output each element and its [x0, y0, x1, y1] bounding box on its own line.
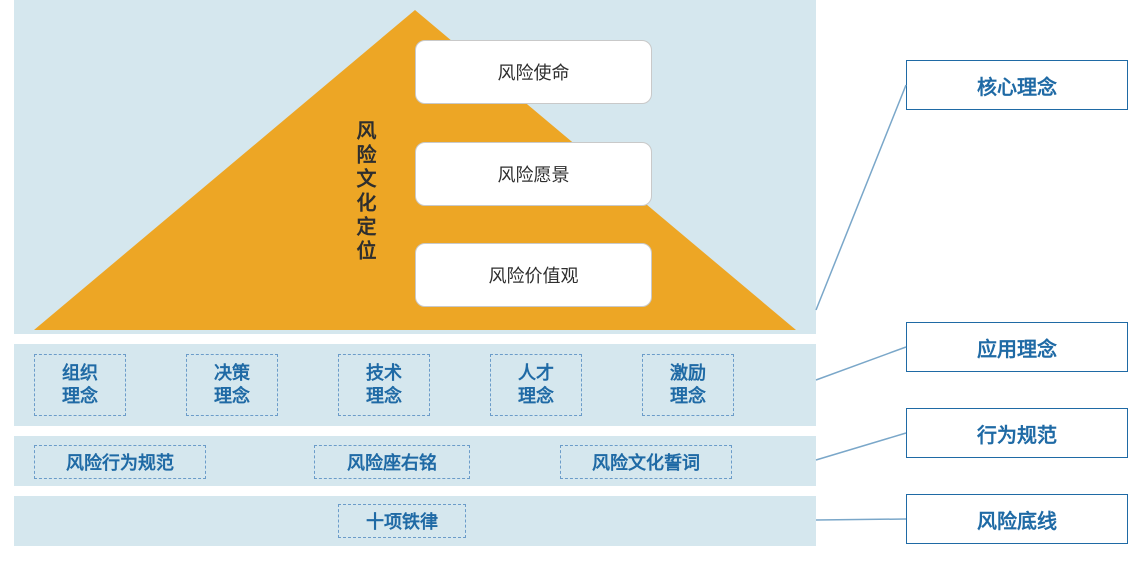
- concept-box-talent: 人才理念: [490, 354, 582, 416]
- right-label-applied: 应用理念: [906, 322, 1128, 372]
- right-label-core: 核心理念: [906, 60, 1128, 110]
- concept-box-tech: 技术理念: [338, 354, 430, 416]
- behavior-box-2: 风险座右铭: [314, 445, 470, 479]
- concept-box-decision: 决策理念: [186, 354, 278, 416]
- triangle-box-1: 风险使命: [415, 40, 652, 104]
- right-label-behavior: 行为规范: [906, 408, 1128, 458]
- behavior-box-1: 风险行为规范: [34, 445, 206, 479]
- triangle-vertical-label: 风险文化定位: [350, 120, 379, 264]
- triangle-box-2: 风险愿景: [415, 142, 652, 206]
- bottom-line-box: 十项铁律: [338, 504, 466, 538]
- right-label-bottom: 风险底线: [906, 494, 1128, 544]
- triangle-box-3: 风险价值观: [415, 243, 652, 307]
- concept-box-incentive: 激励理念: [642, 354, 734, 416]
- concept-box-org: 组织理念: [34, 354, 126, 416]
- behavior-box-3: 风险文化誓词: [560, 445, 732, 479]
